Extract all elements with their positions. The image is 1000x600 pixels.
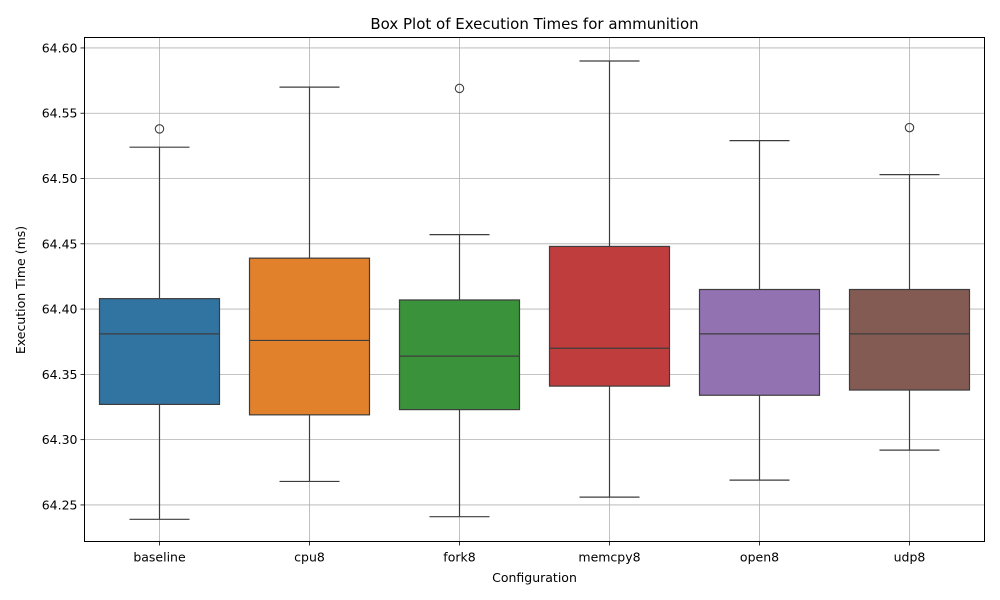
outlier-point [904, 122, 915, 133]
x-axis: baseline cpu8 fork8 memcpy8 open8 udp8 [133, 541, 926, 565]
iqr-box [98, 298, 221, 406]
y-tick-label: 64.45 [42, 236, 78, 251]
iqr-box [548, 245, 671, 387]
iqr-box [698, 288, 821, 396]
iqr-box [848, 288, 971, 391]
iqr-box [398, 299, 521, 411]
y-tick-label: 64.60 [42, 40, 78, 55]
y-axis: 64.25 64.30 64.35 64.40 64.45 64.50 64.55 64.60 [42, 40, 85, 512]
chart-title: Box Plot of Execution Times for ammuniti… [370, 15, 698, 33]
y-tick-label: 64.30 [42, 432, 78, 447]
box-open8 [698, 140, 821, 481]
y-tick-label: 64.40 [42, 302, 78, 317]
x-tick-label: open8 [740, 550, 779, 565]
y-tick-label: 64.35 [42, 367, 78, 382]
iqr-box [248, 257, 371, 416]
x-tick-label: memcpy8 [578, 550, 640, 565]
y-tick-label: 64.50 [42, 171, 78, 186]
x-tick-label: baseline [133, 550, 186, 565]
box-udp8 [848, 122, 971, 451]
y-tick-label: 64.55 [42, 106, 78, 121]
y-axis-label: Execution Time (ms) [13, 226, 28, 354]
x-axis-label: Configuration [492, 570, 577, 585]
x-tick-label: cpu8 [294, 550, 325, 565]
box-layer [98, 60, 971, 520]
outlier-point [154, 124, 165, 134]
box-baseline [98, 124, 221, 520]
plot-frame [84, 37, 985, 542]
y-tick-label: 64.25 [42, 497, 78, 512]
box-memcpy8 [548, 60, 671, 498]
x-tick-label: fork8 [443, 550, 475, 565]
x-tick-label: udp8 [894, 550, 926, 565]
box-cpu8 [248, 86, 371, 483]
outlier-point [454, 83, 465, 94]
box-fork8 [398, 83, 521, 518]
